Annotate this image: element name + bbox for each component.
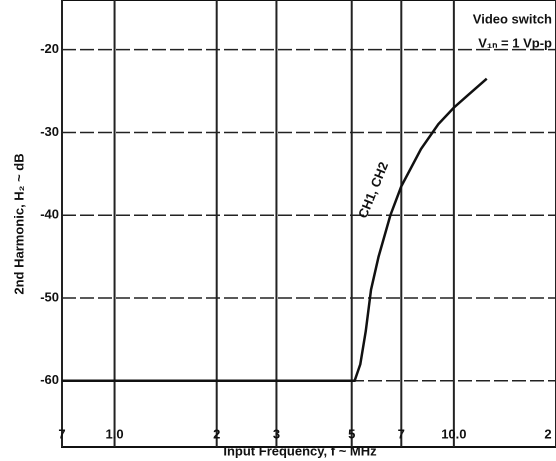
y-axis-label: 2nd Harmonic, H₂ ~ dB [11,153,26,294]
x-tick-label: 2 [213,426,220,441]
x-axis-label: Input Frequency, f ~ MHz [223,443,377,458]
y-tick-label: -50 [40,289,59,304]
x-tick-label: 1.0 [106,426,124,441]
x-tick-label: 5 [348,426,355,441]
x-tick-label: 7 [398,426,405,441]
y-tick-label: -60 [40,372,59,387]
series-label: CH1, CH2 [355,160,391,221]
x-tick-label: 3 [273,426,280,441]
annotation: Video switch [473,11,552,26]
y-tick-label: -20 [40,41,59,56]
x-tick-label: 2 [544,426,551,441]
annotation: V₁ₙ = 1 Vp-p [478,35,552,50]
x-tick-label: 10.0 [441,426,466,441]
y-tick-label: -40 [40,207,59,222]
x-tick-label: 7 [58,426,65,441]
y-tick-label: -30 [40,124,59,139]
line [62,77,488,383]
